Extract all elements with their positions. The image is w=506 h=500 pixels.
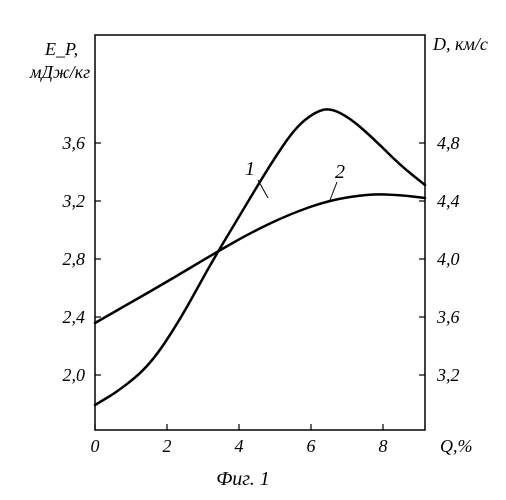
y-left-axis-label-line1: E_P, (44, 39, 78, 59)
x-tick-label: 2 (163, 436, 172, 456)
y-left-tick-label: 2,0 (63, 365, 86, 385)
y-left-tick-label: 2,8 (63, 249, 86, 269)
x-tick-label: 0 (91, 436, 100, 456)
x-axis-label: Q,% (440, 436, 473, 456)
x-tick-label: 8 (379, 436, 388, 456)
y-right-tick-label: 4,4 (437, 191, 460, 211)
chart-svg: 2,0 2,4 2,8 3,2 3,6 E_P, мДж/кг 3,2 3,6 4,0 4,4 4,8… (0, 0, 506, 500)
x-tick-label: 6 (307, 436, 316, 456)
y-left-tick-label: 3,2 (62, 191, 86, 211)
y-right-tick-label: 4,0 (437, 249, 460, 269)
chart-container: 2,0 2,4 2,8 3,2 3,6 E_P, мДж/кг 3,2 3,6 4,0 4,4 4,8… (0, 0, 506, 500)
figure-caption: Фиг. 1 (216, 468, 270, 490)
y-right-axis-label: D, км/с (432, 34, 488, 54)
y-left-tick-label: 2,4 (63, 307, 86, 327)
series-1-label: 1 (245, 158, 255, 180)
y-left-tick-label: 3,6 (62, 133, 86, 153)
x-tick-label: 4 (235, 436, 244, 456)
y-right-tick-label: 4,8 (437, 133, 460, 153)
y-right-tick-label: 3,6 (436, 307, 460, 327)
y-left-axis-label-line2: мДж/кг (29, 62, 90, 82)
series-2-label: 2 (335, 161, 345, 183)
y-right-tick-label: 3,2 (436, 365, 460, 385)
